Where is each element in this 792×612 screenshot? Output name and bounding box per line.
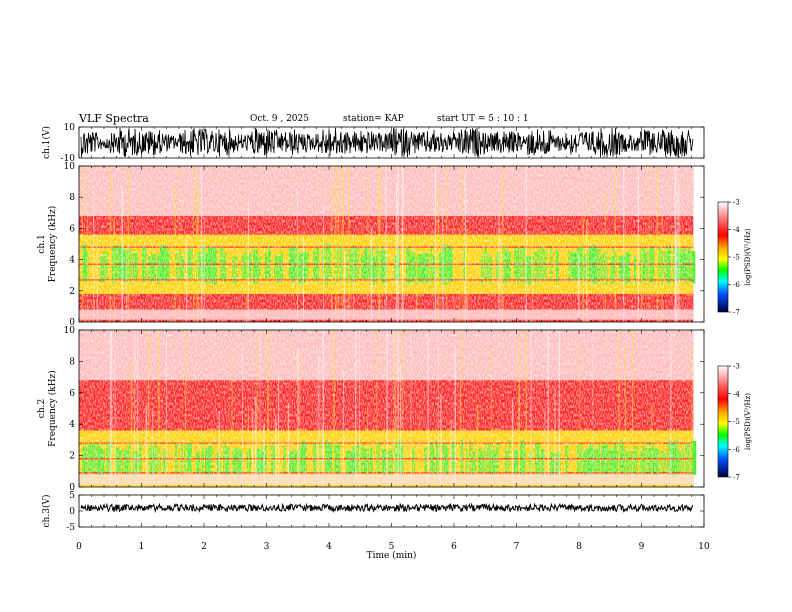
y-tick-label: 4	[69, 420, 75, 430]
station-label: station= KAP	[343, 114, 404, 124]
x-tick-label: 7	[514, 542, 520, 552]
y-tick-label: 5	[69, 491, 75, 501]
ch1-waveform-line	[80, 127, 694, 158]
spectrogram-ylabel: Frequency (kHz)	[47, 370, 58, 447]
colorbar-tick-label: -6	[733, 281, 740, 289]
x-tick-label: 5	[389, 542, 395, 552]
x-tick-label: 10	[698, 542, 710, 552]
y-tick-label: 10	[64, 326, 76, 336]
x-axis-label: Time (min)	[367, 550, 417, 561]
ch3-waveform-line	[80, 502, 694, 514]
y-tick-label: 6	[69, 389, 75, 399]
ch1-ylabel: ch.1(V)	[41, 126, 52, 159]
colorbar-tick-label: -4	[733, 390, 740, 398]
spectrogram-green-patch	[691, 440, 697, 476]
spectrogram-low-strip	[79, 309, 694, 320]
colorbar-tick-label: -7	[733, 474, 740, 482]
spectrogram-channel-label: ch.2	[37, 399, 47, 418]
colorbar-tick-label: -7	[733, 309, 740, 317]
x-tick-label: 4	[326, 542, 332, 552]
colorbar-tick-label: -3	[733, 363, 740, 371]
start-time-label: start UT = 5 : 10 : 1	[437, 114, 529, 124]
y-tick-label: 10	[64, 123, 76, 133]
y-tick-label: 4	[69, 256, 75, 266]
spectrogram-speckle	[79, 166, 694, 322]
spectrogram-low-strip	[79, 474, 694, 485]
y-tick-label: 8	[69, 357, 75, 367]
y-tick-label: 2	[69, 452, 75, 462]
colorbar-label: log(PSD)(V²/Hz)	[744, 228, 752, 285]
colorbar	[717, 201, 729, 313]
spectrogram-ylabel: Frequency (kHz)	[47, 206, 58, 283]
x-tick-label: 3	[264, 542, 270, 552]
y-tick-label: 8	[69, 193, 75, 203]
plot-title: VLF Spectra	[79, 112, 149, 125]
colorbar	[717, 365, 729, 478]
y-tick-label: -5	[66, 523, 75, 533]
y-tick-label: 0	[69, 318, 75, 328]
x-tick-label: 0	[76, 542, 82, 552]
y-tick-label: -10	[61, 154, 76, 164]
colorbar-tick-label: -5	[733, 254, 740, 262]
spectrogram-channel-label: ch.1	[37, 234, 47, 253]
y-tick-label: 2	[69, 287, 75, 297]
y-tick-label: 10	[64, 162, 76, 172]
y-tick-label: 0	[69, 483, 75, 493]
date-label: Oct. 9 , 2025	[250, 114, 309, 124]
colorbar-label: log(PSD)(V²/Hz)	[744, 393, 752, 450]
x-tick-label: 2	[201, 542, 207, 552]
colorbar-tick-label: -5	[733, 418, 740, 426]
spectrogram-speckle	[79, 330, 694, 487]
x-tick-label: 9	[639, 542, 645, 552]
x-tick-label: 8	[576, 542, 582, 552]
y-tick-label: 0	[69, 507, 75, 517]
x-tick-label: 1	[139, 542, 145, 552]
x-tick-label: 6	[451, 542, 457, 552]
colorbar-tick-label: -4	[733, 226, 740, 234]
y-tick-label: 6	[69, 224, 75, 234]
colorbar-tick-label: -6	[733, 446, 740, 454]
ch3-ylabel: ch.3(V)	[41, 495, 52, 528]
colorbar-tick-label: -3	[733, 199, 740, 207]
